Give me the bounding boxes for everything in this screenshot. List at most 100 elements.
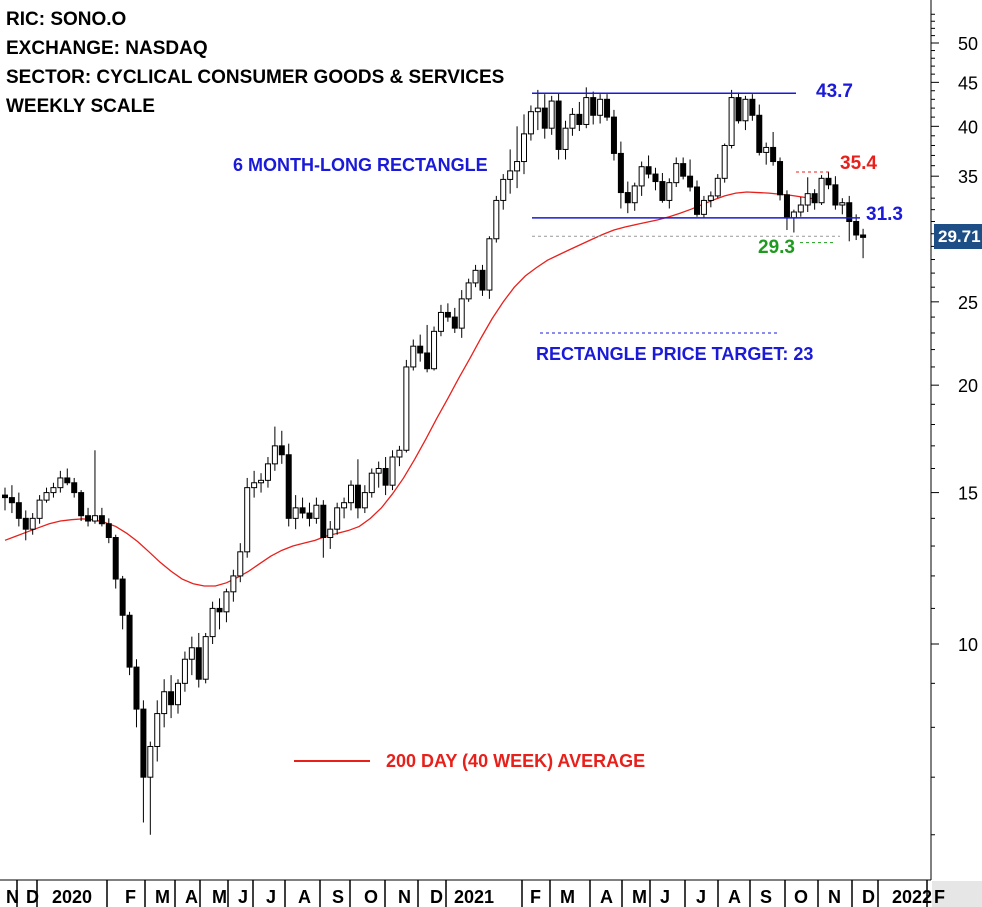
- candle: [597, 94, 604, 124]
- candle-body-up: [583, 97, 590, 125]
- x-tick-label: D: [430, 887, 443, 907]
- candle-body-up: [50, 487, 57, 494]
- candle-body-down: [98, 515, 105, 525]
- x-tick-label: 2020: [52, 887, 92, 907]
- candle: [271, 426, 278, 471]
- candle-body-up: [161, 691, 168, 715]
- candle-body-up: [341, 502, 348, 509]
- candle: [334, 502, 341, 535]
- last-price-badge: 29.71: [934, 224, 982, 249]
- candle: [57, 470, 64, 493]
- candle-body-up: [271, 445, 278, 465]
- candle-body-up: [154, 713, 161, 747]
- candle-body-down: [451, 316, 458, 329]
- candle-body-down: [15, 502, 22, 519]
- candle: [244, 477, 251, 558]
- candle-body-up: [721, 144, 728, 179]
- candle: [659, 173, 666, 203]
- candle-body-down: [8, 497, 15, 504]
- candle-body-up: [763, 146, 770, 153]
- candle: [472, 264, 479, 288]
- candle-body-down: [860, 234, 867, 238]
- candle-body-up: [334, 507, 341, 530]
- candle: [403, 359, 410, 453]
- x-tick-label: O: [364, 887, 378, 907]
- candle-body-up: [562, 127, 569, 150]
- candle-body-up: [313, 504, 320, 519]
- candle-body-up: [57, 477, 64, 489]
- candle: [500, 174, 507, 210]
- candle: [680, 157, 687, 180]
- candle-body-up: [244, 487, 251, 553]
- candle-body-up: [458, 298, 465, 329]
- candle-body-down: [680, 163, 687, 177]
- x-tick-label: D: [862, 887, 875, 907]
- candle-body-up: [472, 269, 479, 284]
- x-tick-label: J: [696, 887, 706, 907]
- x-axis: N D 2020 F M A M J J A S O N D 2021 F M A M J J A S O N D 2022 F: [6, 880, 982, 907]
- level-lines: [294, 92, 860, 762]
- moving-average-legend-label: 200 DAY (40 WEEK) AVERAGE: [386, 751, 646, 771]
- candle: [264, 456, 271, 488]
- candle: [694, 180, 700, 217]
- candle-body-up: [507, 170, 514, 180]
- candle: [161, 679, 168, 728]
- candle: [756, 104, 763, 156]
- candle: [285, 443, 292, 527]
- candle-body-up: [375, 467, 382, 474]
- candle-body-up: [258, 479, 265, 484]
- candle-body-up: [818, 177, 825, 204]
- candle: [410, 339, 417, 371]
- y-tick-label: 20: [958, 376, 978, 396]
- candle: [126, 611, 133, 676]
- candle-body-down: [555, 100, 562, 150]
- candle-body-up: [431, 330, 438, 370]
- candle: [375, 461, 382, 488]
- x-tick-label: F: [934, 887, 945, 907]
- x-tick-label: 2022: [892, 887, 932, 907]
- candle: [91, 450, 98, 524]
- candle-body-down: [444, 311, 451, 318]
- x-tick-label: M: [212, 887, 227, 907]
- candle-body-down: [846, 202, 853, 223]
- candle: [431, 326, 438, 371]
- candle: [437, 304, 444, 337]
- candle: [783, 190, 790, 231]
- candle: [610, 109, 617, 161]
- candle: [368, 468, 375, 498]
- candle: [832, 176, 839, 210]
- x-tick-label: A: [600, 887, 613, 907]
- candle: [389, 450, 396, 491]
- moving-average-line: [4, 191, 814, 587]
- candle: [417, 334, 424, 362]
- candle: [382, 456, 389, 496]
- candle: [777, 157, 784, 201]
- candle-body-up: [804, 193, 811, 206]
- candle-body-up: [147, 745, 154, 778]
- candle: [818, 175, 825, 206]
- level-label-top: 43.7: [816, 81, 853, 102]
- x-tick-label: M: [560, 887, 575, 907]
- candle: [583, 87, 590, 129]
- candle: [424, 324, 431, 373]
- candle-body-down: [832, 184, 839, 206]
- x-tick-label: M: [155, 887, 170, 907]
- candle-body-up: [91, 515, 98, 522]
- candle: [15, 492, 22, 527]
- candle-body-down: [306, 512, 313, 519]
- candle: [133, 659, 140, 728]
- scale-label: WEEKLY SCALE: [6, 96, 155, 117]
- y-tick-label: 25: [958, 293, 978, 313]
- candle: [181, 651, 188, 692]
- candle-body-down: [652, 173, 659, 183]
- ric-label: RIC: SONO.O: [6, 9, 127, 30]
- candle: [458, 290, 465, 338]
- candle: [541, 94, 548, 139]
- candle-body-up: [175, 682, 181, 706]
- candle: [811, 189, 818, 210]
- candle-body-up: [264, 463, 271, 481]
- candle: [825, 171, 832, 190]
- candle: [465, 278, 472, 302]
- x-tick-label: S: [332, 887, 344, 907]
